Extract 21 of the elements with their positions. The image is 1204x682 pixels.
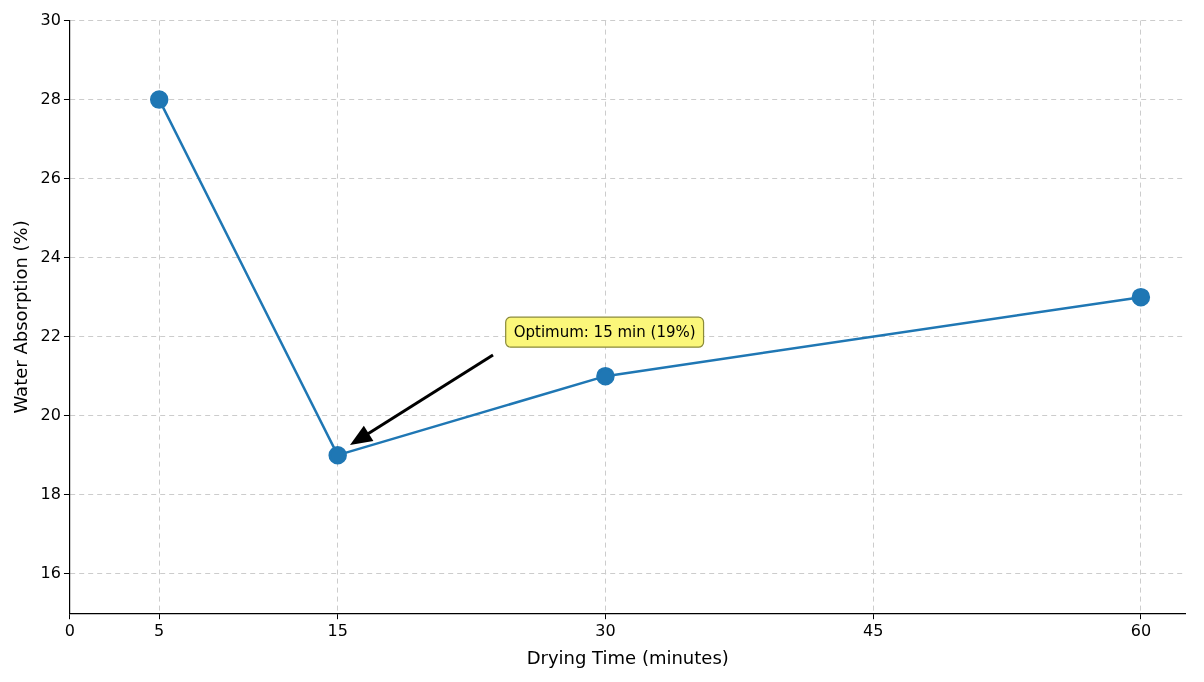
x-axis-title: Drying Time (minutes)	[526, 646, 729, 668]
x-tick-label: 5	[154, 620, 165, 640]
y-tick-label: 24	[40, 246, 61, 266]
annotation: Optimum: 15 min (19%)	[513, 323, 696, 342]
y-tick-label: 30	[40, 9, 61, 29]
y-tick-label: 28	[40, 88, 61, 108]
y-tick-label: 20	[40, 404, 61, 424]
y-tick-label: 16	[40, 562, 61, 582]
x-tick-label: 15	[327, 620, 348, 640]
y-tick-label: 26	[40, 167, 61, 187]
point	[1131, 287, 1151, 307]
point	[596, 366, 615, 386]
x-tick-label: 45	[862, 620, 884, 640]
point	[328, 445, 347, 465]
point	[149, 90, 169, 109]
x-tick-label: 0	[64, 620, 76, 640]
y-tick-label: 22	[40, 325, 61, 345]
y-axis-title: Water Absorption (%)	[10, 220, 32, 414]
x-tick-label: 30	[595, 620, 616, 640]
y-tick-label: 18	[40, 483, 61, 503]
x-tick-label: 60	[1130, 620, 1152, 640]
